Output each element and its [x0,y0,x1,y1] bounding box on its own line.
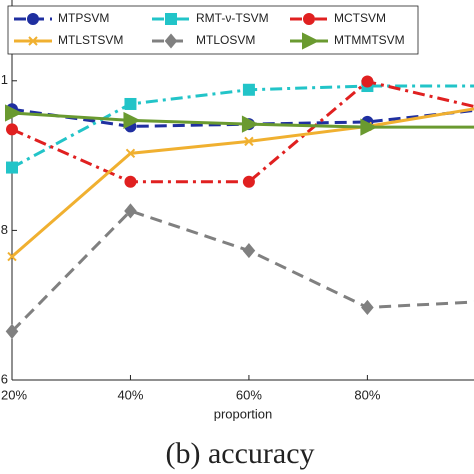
plot-area [5,75,474,339]
legend-marker [302,32,320,50]
legend-label: MTLOSVM [196,33,255,47]
y-tick-label: 1 [1,72,8,87]
series-line [10,209,474,333]
data-point [242,83,255,96]
data-point [6,161,18,174]
legend-label: RMT-ν-TSVM [196,11,269,25]
data-point [360,118,378,136]
data-point [124,203,137,219]
data-point [123,111,141,130]
data-point [6,123,18,136]
x-tick-label: 60% [236,387,262,402]
data-point [7,251,17,262]
data-point [124,97,137,110]
legend-label: MTPSVM [58,11,109,25]
data-point [361,75,374,88]
x-axis-label: proportion [214,406,273,421]
legend-marker [27,13,39,25]
legend-marker [164,33,178,49]
legend-label: MCTSVM [334,11,386,25]
data-point [242,175,255,188]
caption: (b) accuracy [165,437,314,470]
data-point [361,299,374,316]
legend-label: MTMMTSVM [334,33,405,47]
legend-marker [28,36,38,46]
x-tick-label: 20% [1,387,27,402]
x-tick-label: 40% [117,387,143,402]
data-point [125,148,136,159]
data-point [124,175,137,188]
legend-label: MTLSTSVM [58,33,123,47]
series-line [11,79,474,184]
x-tick-label: 80% [354,387,380,402]
legend-marker [303,13,315,25]
data-point [5,323,19,339]
legend-box [7,5,419,55]
data-point [244,136,254,147]
data-point [241,115,260,133]
legend-marker [165,13,177,25]
y-tick-label: 6 [1,371,8,386]
data-point [5,104,23,122]
y-tick-label: 8 [1,222,8,237]
data-point [242,243,256,259]
